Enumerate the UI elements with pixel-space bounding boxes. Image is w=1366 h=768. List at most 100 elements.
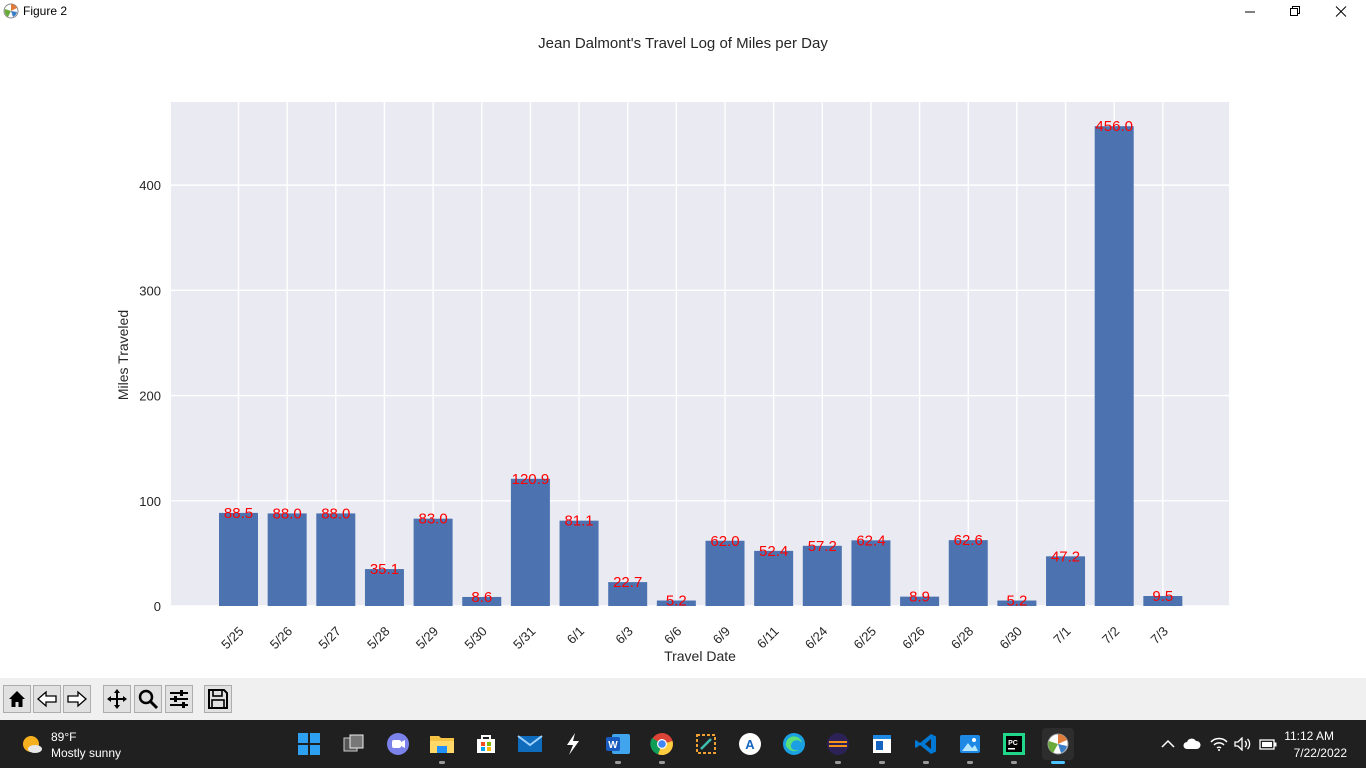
app-a-icon: A [739, 733, 761, 755]
figure-canvas[interactable]: Jean Dalmont's Travel Log of Miles per D… [0, 24, 1366, 678]
bar-value-label: 62.4 [856, 532, 885, 549]
x-axis-label: Travel Date [664, 648, 736, 664]
clock-time[interactable]: 11:12 AM [1284, 729, 1334, 743]
lightning-icon [567, 733, 579, 755]
home-icon [9, 691, 25, 707]
eclipse-button[interactable] [822, 728, 854, 764]
volume-button[interactable] [1233, 734, 1253, 754]
file-explorer-button[interactable] [426, 728, 458, 764]
mail-button[interactable] [514, 728, 546, 760]
bar [462, 596, 502, 606]
weather-temperature[interactable]: 89°F [51, 730, 77, 744]
photos-icon [960, 735, 980, 753]
bar-value-label: 9.5 [1152, 588, 1173, 605]
x-tick-label: 6/30 [997, 624, 1026, 653]
bar [851, 540, 891, 606]
chevron-up-icon [1161, 739, 1175, 748]
bar [267, 513, 307, 606]
bar [948, 540, 988, 606]
microsoft-store-button[interactable] [470, 728, 502, 760]
chrome-icon [650, 733, 673, 756]
battery-icon [1259, 739, 1277, 750]
back-button[interactable] [33, 685, 61, 713]
floppy-icon [208, 689, 228, 709]
bar [1046, 556, 1086, 606]
bar-value-label: 88.0 [321, 505, 350, 522]
x-tick-label: 6/6 [661, 624, 684, 647]
weather-sun-icon[interactable] [20, 732, 44, 756]
y-axis-label: Miles Traveled [115, 310, 131, 400]
forward-button[interactable] [63, 685, 91, 713]
close-button[interactable] [1318, 0, 1364, 24]
start-button[interactable] [293, 728, 325, 760]
vscode-icon [915, 734, 936, 754]
vscode-button[interactable] [910, 728, 942, 764]
notepad-icon [873, 735, 891, 753]
x-tick-label: 5/29 [413, 624, 442, 653]
bar-chart: Jean Dalmont's Travel Log of Miles per D… [115, 35, 1229, 664]
y-tick-label: 400 [139, 178, 161, 193]
word-button[interactable]: W [602, 728, 634, 764]
y-tick-label: 100 [139, 494, 161, 509]
minimize-button[interactable] [1227, 0, 1273, 24]
bar-value-label: 62.6 [954, 532, 983, 549]
word-icon: W [606, 734, 630, 754]
forward-arrow-icon [67, 690, 87, 708]
x-tick-label: 5/28 [364, 624, 393, 653]
bar-value-label: 88.0 [273, 505, 302, 522]
pan-button[interactable] [103, 685, 131, 713]
bar-value-label: 47.2 [1051, 548, 1080, 565]
app-a-button[interactable]: A [734, 728, 766, 760]
svg-text:W: W [608, 740, 618, 751]
show-hidden-icons-button[interactable] [1158, 734, 1178, 754]
window-title: Figure 2 [23, 4, 68, 18]
svg-text:PC: PC [1008, 740, 1018, 747]
clock-date[interactable]: 7/22/2022 [1293, 746, 1347, 760]
close-icon [1335, 6, 1347, 17]
bar [608, 582, 648, 606]
configure-subplots-button[interactable] [165, 685, 193, 713]
bar-value-label: 456.0 [1095, 118, 1133, 135]
battery-button[interactable] [1258, 734, 1278, 754]
cloud-icon [1183, 738, 1201, 749]
x-tick-label: 6/24 [802, 624, 831, 653]
photos-button[interactable] [954, 728, 986, 764]
bar-value-label: 81.1 [564, 513, 593, 530]
home-button[interactable] [3, 685, 31, 713]
bar-value-label: 5.2 [1006, 593, 1027, 610]
app-s-button[interactable] [557, 728, 589, 760]
restore-button[interactable] [1272, 0, 1318, 24]
chrome-button[interactable] [646, 728, 678, 764]
matplotlib-taskbar-icon [1047, 733, 1069, 755]
move-icon [107, 689, 127, 709]
save-button[interactable] [204, 685, 232, 713]
notepad-button[interactable] [866, 728, 898, 764]
wifi-button[interactable] [1209, 734, 1229, 754]
zoom-button[interactable] [134, 685, 162, 713]
y-tick-label: 300 [139, 283, 161, 298]
onedrive-button[interactable] [1182, 734, 1202, 754]
task-view-button[interactable] [338, 728, 370, 760]
teams-chat-button[interactable] [382, 728, 414, 760]
python-figure-button[interactable] [1042, 728, 1074, 764]
bar [316, 513, 356, 606]
bar [413, 518, 453, 606]
bar [754, 550, 794, 606]
x-tick-label: 5/31 [510, 624, 539, 653]
window-title-bar: Figure 2 [0, 0, 1366, 24]
snipping-tool-button[interactable] [690, 728, 722, 760]
bar-value-label: 35.1 [370, 561, 399, 578]
pycharm-button[interactable]: PC [998, 728, 1030, 764]
x-tick-label: 6/9 [710, 624, 733, 647]
bar-value-label: 57.2 [808, 538, 837, 555]
restore-icon [1290, 6, 1300, 16]
weather-description[interactable]: Mostly sunny [51, 746, 122, 760]
y-tick-label: 200 [139, 389, 161, 404]
edge-button[interactable] [778, 728, 810, 760]
x-tick-label: 7/2 [1099, 624, 1122, 647]
chat-icon [387, 733, 409, 755]
x-tick-label: 6/26 [899, 624, 928, 653]
bar-value-label: 8.9 [909, 589, 930, 606]
bar [364, 569, 404, 606]
eclipse-icon [827, 733, 849, 755]
